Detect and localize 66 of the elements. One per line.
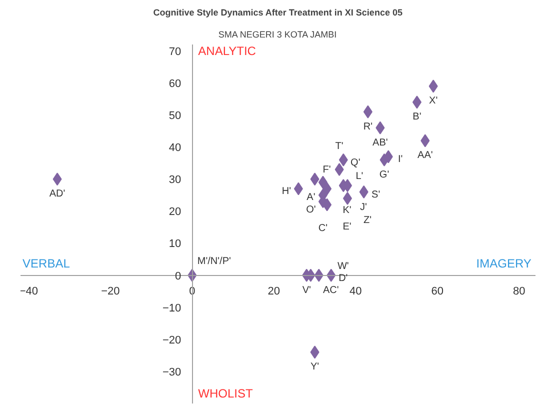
point: [334, 163, 344, 176]
x-tick-label: 40: [350, 285, 362, 298]
point: [342, 192, 352, 205]
annotation: K': [342, 205, 352, 216]
x-tick-label: −20: [101, 285, 120, 298]
annotation: VERBAL: [22, 256, 70, 270]
annotation: J': [360, 202, 367, 214]
y-tick-label: 0: [175, 270, 182, 282]
annotation: I': [398, 154, 403, 166]
point: [420, 134, 430, 148]
annotation: AC': [322, 284, 339, 296]
annotation: C': [318, 223, 328, 234]
annotation: L': [356, 171, 364, 182]
chart-subtitle: SMA NEGERI 3 KOTA JAMBI: [218, 30, 337, 40]
y-tick-label: 60: [168, 78, 182, 90]
point: [322, 182, 332, 196]
point: [338, 153, 348, 166]
annotation: V': [302, 284, 311, 296]
point: [310, 172, 320, 186]
annotation: X': [429, 96, 438, 107]
point: [310, 346, 320, 359]
annotation: H': [282, 186, 292, 198]
y-tick-label: 10: [168, 238, 182, 250]
annotation: AA': [418, 150, 433, 162]
y-tick-label: 70: [168, 46, 182, 58]
annotation: AD': [49, 188, 66, 200]
annotation: R': [363, 121, 373, 132]
annotation: AB': [372, 137, 388, 148]
annotation: S': [372, 189, 380, 200]
annotation: F': [322, 164, 331, 176]
annotation: M'/N'/P': [197, 256, 232, 267]
point: [428, 80, 438, 93]
annotation: D': [338, 272, 348, 284]
y-tick-label: 40: [168, 142, 182, 154]
point: [294, 182, 303, 196]
y-tick-label: −30: [162, 366, 182, 378]
point: [52, 172, 62, 186]
y-tick-label: −10: [162, 302, 182, 314]
annotation: WHOLIST: [198, 386, 254, 400]
y-axis-title: ANALYTIC: [198, 44, 256, 58]
x-axis-title: IMAGERY: [476, 256, 532, 270]
point: [359, 185, 368, 198]
chart-title: Cognitive Style Dynamics After Treatment in XI Science 05: [153, 8, 402, 18]
x-tick-label: 60: [431, 285, 444, 298]
point: [376, 121, 385, 134]
annotation: O': [306, 204, 316, 216]
y-tick-label: 20: [168, 206, 182, 218]
annotation: B': [412, 112, 422, 123]
point: [384, 150, 393, 164]
annotation: T': [335, 141, 344, 152]
annotation: G': [379, 169, 390, 180]
x-tick-label: 80: [513, 285, 526, 298]
annotation: Q': [350, 157, 360, 168]
y-tick-label: 30: [168, 174, 182, 186]
annotation: A': [306, 192, 316, 203]
point: [322, 198, 332, 212]
point: [363, 105, 372, 118]
point: [412, 96, 422, 109]
y-tick-label: 50: [168, 110, 182, 122]
point: [318, 176, 328, 189]
annotation: W': [337, 260, 349, 272]
annotation: Z': [363, 214, 372, 226]
x-tick-label: 20: [268, 285, 280, 298]
annotation: Y': [310, 362, 320, 373]
y-tick-label: −20: [162, 334, 182, 346]
annotation: E': [342, 221, 352, 232]
